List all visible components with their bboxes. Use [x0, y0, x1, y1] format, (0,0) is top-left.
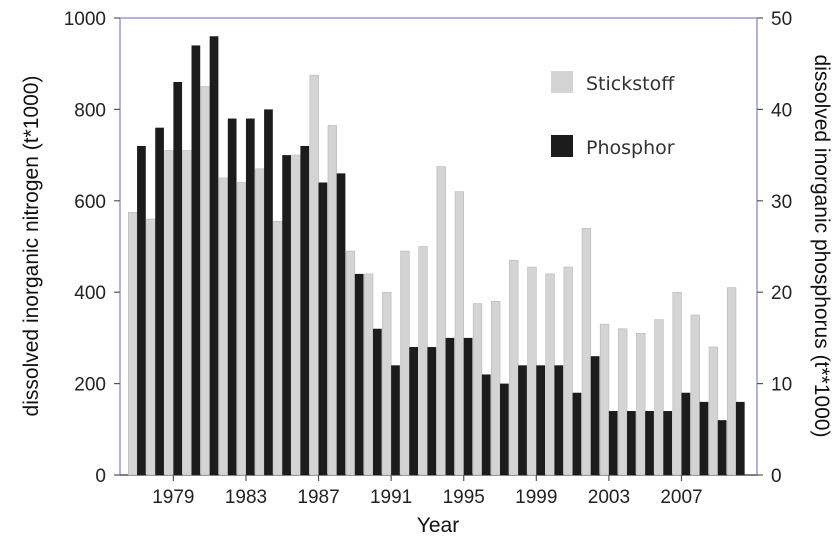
- bar-phosphor-1989: [354, 273, 364, 475]
- bar-phosphor-1997: [500, 383, 509, 475]
- bar-phosphor-2004: [627, 411, 636, 475]
- bar-phosphor-2003: [608, 411, 618, 475]
- bar-stickstoff-1987: [309, 74, 319, 476]
- bar-stickstoff-1990: [363, 273, 374, 476]
- bar-stickstoff-2004: [618, 328, 628, 476]
- bar-phosphor-2006: [663, 411, 673, 475]
- left-tick-label: 1000: [64, 9, 106, 30]
- bar-stickstoff-2000: [545, 273, 555, 476]
- bar-phosphor-1977: [137, 145, 146, 475]
- x-tick-label: 2003: [588, 487, 630, 508]
- bar-phosphor-1994: [445, 337, 455, 475]
- x-tick-label: 1991: [370, 487, 412, 508]
- right-tick-label: 20: [771, 283, 792, 304]
- bar-phosphor-1990: [372, 328, 382, 475]
- bar-phosphor-1987: [318, 182, 328, 475]
- right-tick-label: 10: [771, 375, 792, 396]
- bar-phosphor-1992: [409, 347, 418, 475]
- bar-stickstoff-2009: [708, 346, 719, 476]
- x-tick-label: 1999: [515, 487, 557, 508]
- bar-phosphor-1985: [282, 155, 291, 475]
- legend-label-phosphor: Phosphor: [586, 137, 675, 159]
- bar-stickstoff-1978: [146, 218, 156, 476]
- bar-stickstoff-1992: [400, 250, 410, 476]
- bar-stickstoff-2001: [563, 266, 573, 476]
- bar-stickstoff-1980: [182, 150, 192, 476]
- right-tick-label: 40: [771, 100, 792, 121]
- bar-stickstoff-2006: [654, 319, 664, 476]
- bar-phosphor-1986: [300, 145, 310, 475]
- left-axis-title: dissolved inorganic nitrogen (t*1000): [20, 76, 43, 417]
- bar-group: [128, 36, 745, 476]
- bar-phosphor-1988: [336, 173, 346, 475]
- bar-phosphor-1984: [264, 109, 273, 476]
- bar-stickstoff-1994: [436, 166, 446, 476]
- bar-stickstoff-1982: [218, 177, 229, 476]
- bar-phosphor-2000: [554, 365, 564, 475]
- x-tick-label: 2007: [660, 487, 702, 508]
- right-tick-label: 0: [771, 466, 782, 487]
- bar-phosphor-1982: [227, 118, 237, 475]
- bar-phosphor-1980: [191, 45, 201, 476]
- bar-phosphor-2010: [735, 401, 745, 475]
- bar-phosphor-2007: [681, 392, 691, 475]
- x-tick-label: 1995: [443, 487, 485, 508]
- bar-phosphor-2009: [717, 420, 727, 475]
- bar-stickstoff-1993: [418, 246, 428, 476]
- bar-phosphor-1981: [209, 36, 219, 475]
- bar-phosphor-2008: [699, 401, 709, 475]
- bar-stickstoff-1983: [236, 182, 247, 476]
- legend: Stickstoff Phosphor: [551, 71, 675, 159]
- x-tick-label: 1983: [225, 487, 267, 508]
- bar-phosphor-2001: [572, 392, 582, 475]
- bar-stickstoff-1991: [382, 291, 392, 476]
- legend-swatch-phosphor: [551, 135, 573, 157]
- x-axis-title: Year: [417, 514, 459, 537]
- bar-stickstoff-2008: [690, 314, 700, 476]
- bar-phosphor-2005: [645, 411, 654, 475]
- bar-stickstoff-2002: [581, 227, 592, 476]
- bar-phosphor-2002: [590, 356, 600, 475]
- bar-stickstoff-2010: [726, 287, 737, 476]
- right-axis-title: dissolved inorganic phosphorus (t**1000): [810, 55, 833, 438]
- bar-stickstoff-2003: [599, 323, 610, 476]
- bar-phosphor-1996: [481, 374, 491, 475]
- bar-phosphor-1999: [536, 365, 546, 475]
- bar-stickstoff-1996: [472, 303, 483, 476]
- bar-stickstoff-1981: [200, 86, 210, 476]
- legend-swatch-stickstoff: [551, 71, 573, 93]
- bar-phosphor-1991: [391, 365, 400, 475]
- bar-stickstoff-1999: [527, 266, 537, 476]
- bar-phosphor-1979: [173, 81, 183, 475]
- bar-phosphor-1993: [427, 347, 437, 475]
- left-tick-label: 400: [74, 283, 106, 304]
- bar-stickstoff-2007: [672, 291, 682, 476]
- bar-stickstoff-1998: [509, 259, 519, 476]
- legend-label-stickstoff: Stickstoff: [586, 73, 675, 95]
- bar-stickstoff-1989: [345, 250, 356, 476]
- bar-stickstoff-1995: [454, 191, 465, 476]
- left-tick-label: 0: [95, 466, 106, 487]
- bar-phosphor-1995: [463, 337, 473, 475]
- left-tick-label: 800: [74, 100, 106, 121]
- bar-phosphor-1983: [245, 118, 255, 475]
- right-tick-label: 50: [771, 9, 792, 30]
- left-tick-label: 600: [74, 192, 106, 213]
- bar-stickstoff-1997: [490, 301, 501, 476]
- bar-stickstoff-1985: [273, 221, 283, 476]
- left-tick-label: 200: [74, 375, 106, 396]
- x-tick-label: 1987: [297, 487, 339, 508]
- bar-stickstoff-1977: [128, 211, 138, 476]
- bar-stickstoff-1988: [327, 125, 337, 476]
- bar-stickstoff-2005: [636, 333, 646, 476]
- bar-stickstoff-1984: [255, 168, 265, 476]
- x-tick-label: 1979: [152, 487, 194, 508]
- right-tick-label: 30: [771, 192, 792, 213]
- bar-phosphor-1978: [155, 127, 164, 476]
- bar-phosphor-1998: [518, 365, 527, 475]
- bar-stickstoff-1986: [291, 154, 301, 476]
- bar-stickstoff-1979: [164, 150, 174, 476]
- tick-group: 0 200 400 600 800 1000 0 10 20 30 40 50 1979 1983 1987…: [64, 9, 792, 508]
